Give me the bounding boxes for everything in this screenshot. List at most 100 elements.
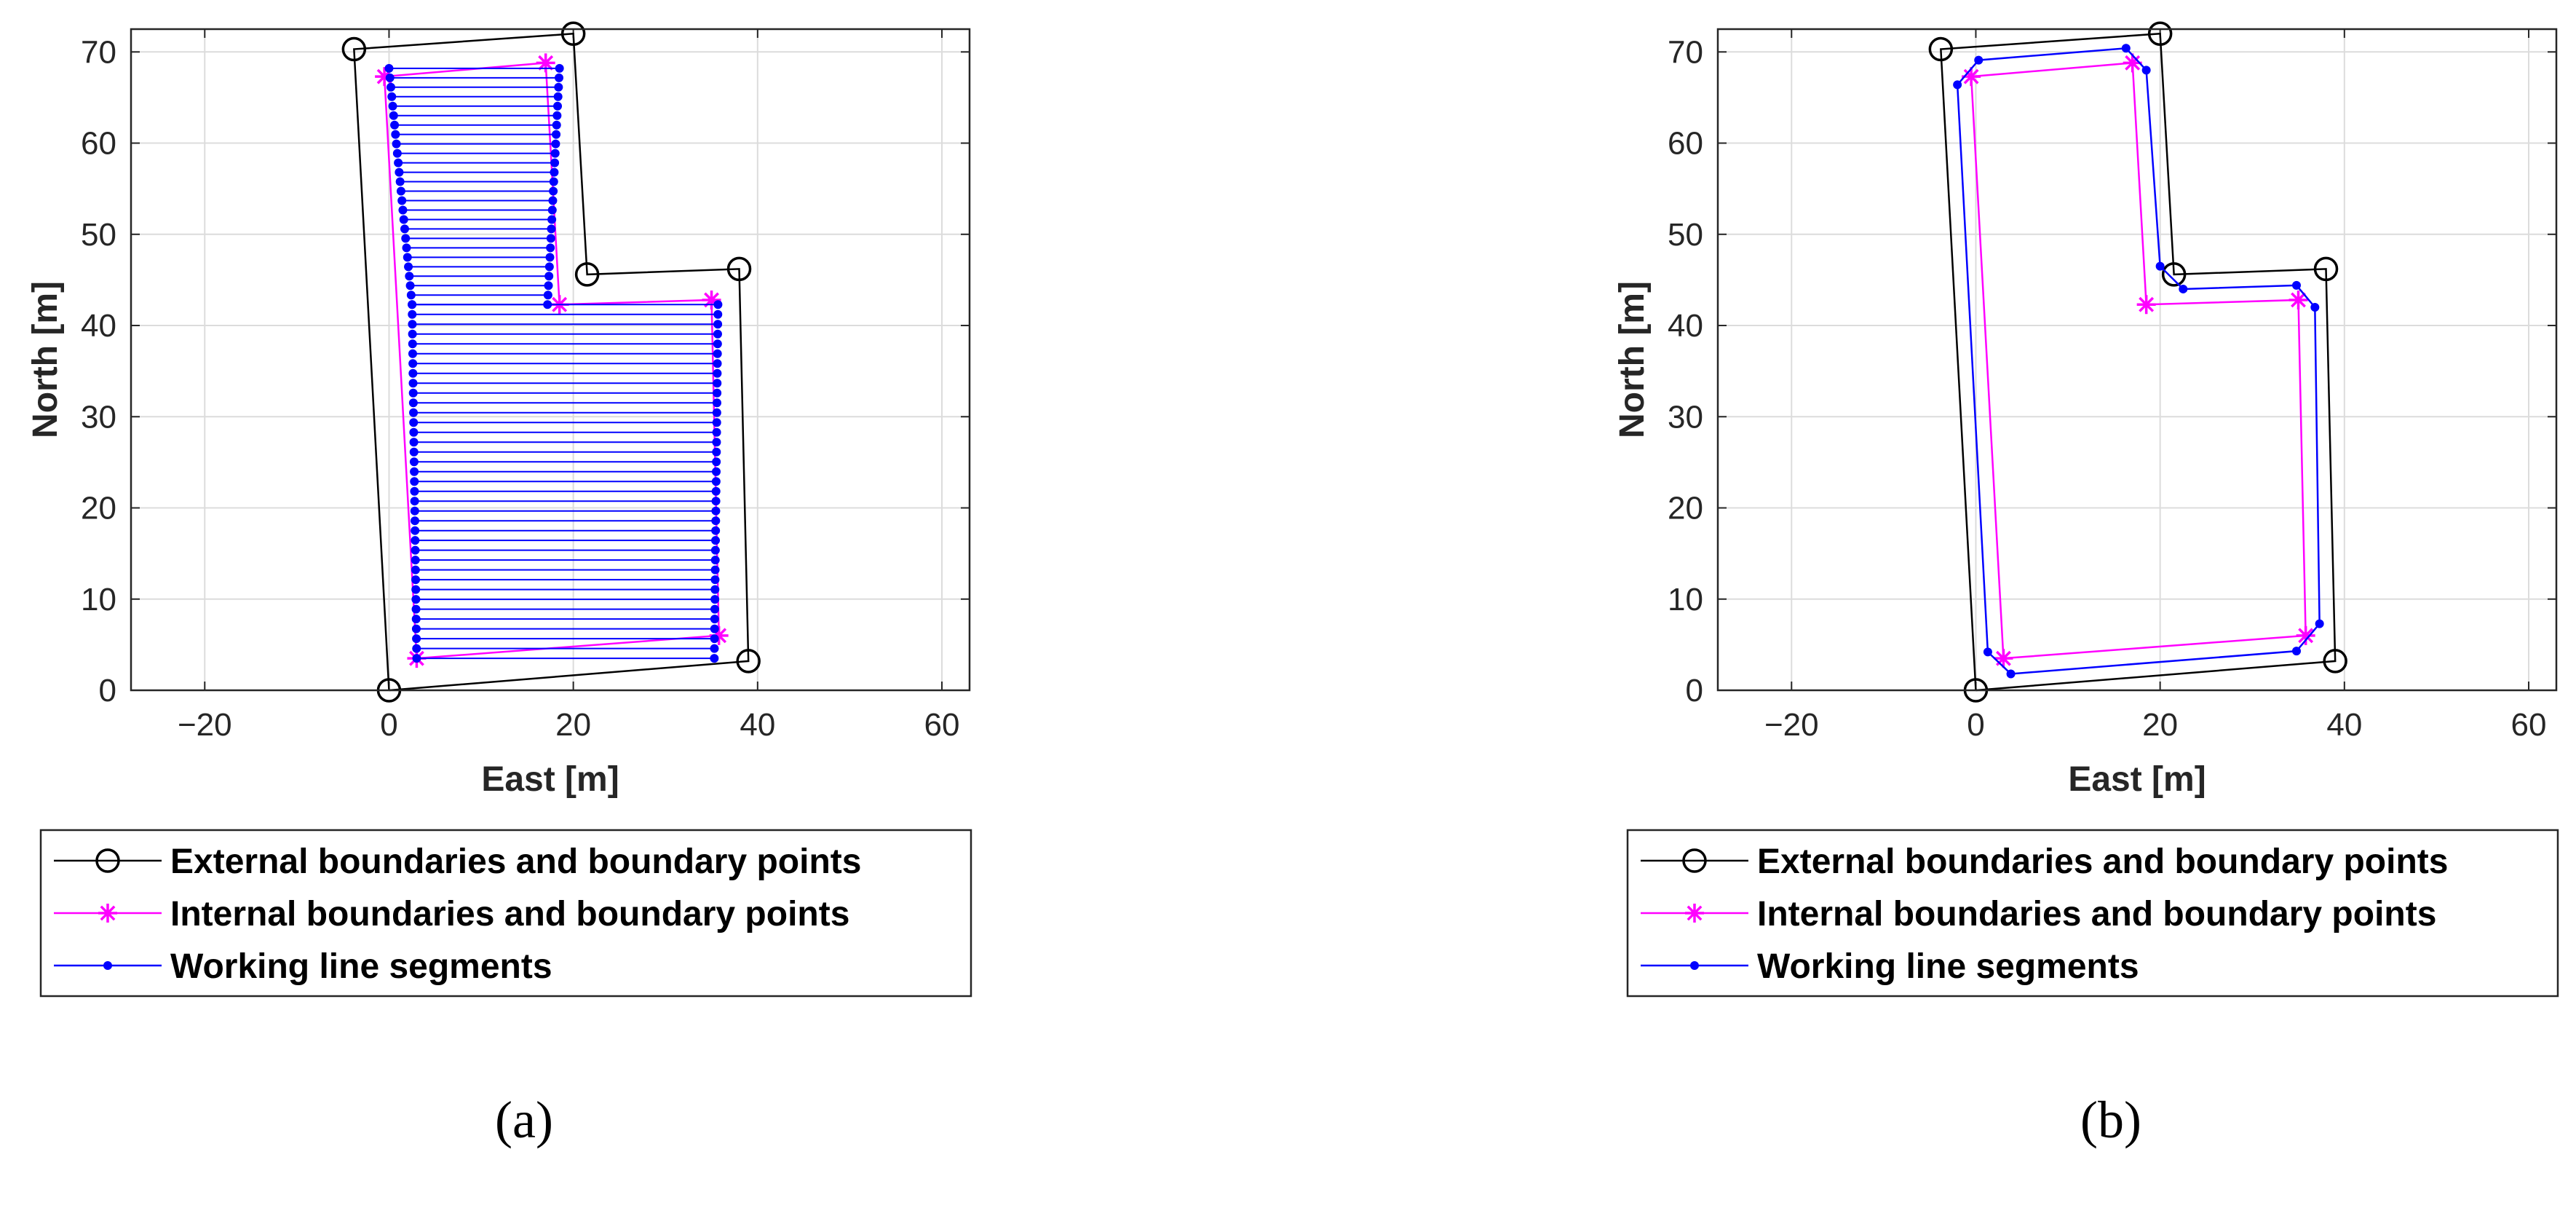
working-segment-point xyxy=(397,196,407,205)
working-segment-point xyxy=(711,486,721,496)
working-segment-point xyxy=(547,215,557,224)
series-external-point xyxy=(2313,256,2339,282)
y-tick-label: 60 xyxy=(81,126,116,162)
series-external-point xyxy=(2323,649,2347,674)
y-tick-label: 10 xyxy=(1668,582,1703,617)
y-tick-label: 60 xyxy=(1668,126,1703,162)
working-segment-point xyxy=(411,624,421,633)
working-segment-point xyxy=(712,467,721,476)
working-segment-point xyxy=(710,644,719,653)
working-segment-point xyxy=(399,215,408,224)
x-axis-label: East [m] xyxy=(2068,760,2206,799)
working-segment-point xyxy=(410,467,419,476)
working-segment-point xyxy=(553,101,563,111)
working-segment-point xyxy=(713,349,722,358)
axes-box xyxy=(1716,28,2558,692)
working-segment-point xyxy=(543,291,552,300)
working-segment-point xyxy=(711,536,721,545)
series-working-point xyxy=(2121,44,2131,53)
working-segment-point xyxy=(394,158,403,167)
x-tick-label: 60 xyxy=(924,707,960,743)
series-working-point xyxy=(2310,302,2320,312)
working-segment-point xyxy=(713,309,723,319)
series-internal-point xyxy=(2296,625,2315,645)
working-segment-point xyxy=(396,186,405,196)
working-segment-point xyxy=(391,130,400,139)
working-segment-point xyxy=(403,253,412,262)
working-segment-point xyxy=(384,63,394,73)
legend-swatch-marker xyxy=(1685,904,1704,923)
series-external-point xyxy=(560,21,586,47)
series-internal-point xyxy=(2288,290,2308,309)
working-segment-point xyxy=(710,604,720,614)
working-segment-point xyxy=(408,300,417,309)
series-internal-point xyxy=(2136,295,2156,315)
working-segment-point xyxy=(551,139,560,149)
working-segment-point xyxy=(412,654,421,663)
panel-caption: (a) xyxy=(495,1091,553,1149)
series-external-point xyxy=(341,36,367,62)
working-segment-point xyxy=(411,604,421,614)
legend-label: Internal boundaries and boundary points xyxy=(170,895,849,933)
working-segment-point xyxy=(408,320,417,329)
working-segment-point xyxy=(395,177,405,186)
working-segment-point xyxy=(712,427,721,437)
working-segment-point xyxy=(412,634,421,644)
working-segment-point xyxy=(550,167,559,177)
working-segment-point xyxy=(712,398,721,408)
working-segment-point xyxy=(548,196,558,205)
working-segment-point xyxy=(409,427,419,437)
working-segment-point xyxy=(713,300,723,309)
working-segment-point xyxy=(711,526,721,535)
working-segment-point xyxy=(411,595,421,604)
series-working-point xyxy=(1983,647,1992,657)
series-internal-point xyxy=(1994,649,2013,668)
working-segment-point xyxy=(412,644,421,653)
working-segment-point xyxy=(411,565,420,575)
working-segment-point xyxy=(550,149,560,158)
working-segment-point xyxy=(555,73,564,82)
x-tick-label: 0 xyxy=(380,707,397,743)
series-internal-point xyxy=(1962,67,1981,87)
legend-box xyxy=(39,829,972,998)
working-segment-point xyxy=(711,477,721,486)
working-segment-point xyxy=(400,224,409,234)
series-working-point xyxy=(1953,80,1962,90)
series-external-line xyxy=(1940,32,2337,692)
working-segment-point xyxy=(410,486,419,496)
series-internal-point xyxy=(702,290,721,309)
x-tick-label: 60 xyxy=(2511,707,2547,743)
working-segment-point xyxy=(409,457,419,467)
working-segment-point xyxy=(410,477,419,486)
working-segment-point xyxy=(410,497,419,506)
legend-label: External boundaries and boundary points xyxy=(170,842,861,881)
working-segment-point xyxy=(409,418,419,427)
working-segment-point xyxy=(713,368,722,378)
working-segment-point xyxy=(554,82,563,92)
working-segment-point xyxy=(713,320,723,329)
y-tick-label: 40 xyxy=(1668,308,1703,344)
x-tick-label: 40 xyxy=(740,707,775,743)
working-segment-point xyxy=(549,186,558,196)
working-segment-point xyxy=(710,615,719,624)
working-segment-point xyxy=(544,272,554,281)
working-segment-point xyxy=(545,253,555,262)
working-segment-point xyxy=(386,82,395,92)
working-segment-point xyxy=(389,111,398,120)
working-segment-point xyxy=(710,595,720,604)
legend-box xyxy=(1626,829,2559,998)
working-segment-point xyxy=(711,506,721,516)
series-external-point xyxy=(574,262,600,287)
y-tick-label: 40 xyxy=(81,308,116,344)
working-segment-point xyxy=(710,575,720,585)
legend-label: External boundaries and boundary points xyxy=(1757,842,2448,881)
working-segment-point xyxy=(387,92,397,101)
legend-label: Working line segments xyxy=(1757,947,2139,986)
y-tick-label: 50 xyxy=(81,217,116,253)
axes-box xyxy=(130,28,971,692)
working-segment-point xyxy=(405,281,415,291)
y-tick-label: 20 xyxy=(81,491,116,526)
working-segment-point xyxy=(544,281,553,291)
legend-swatch-marker xyxy=(1690,961,1699,970)
working-segment-point xyxy=(395,167,404,177)
